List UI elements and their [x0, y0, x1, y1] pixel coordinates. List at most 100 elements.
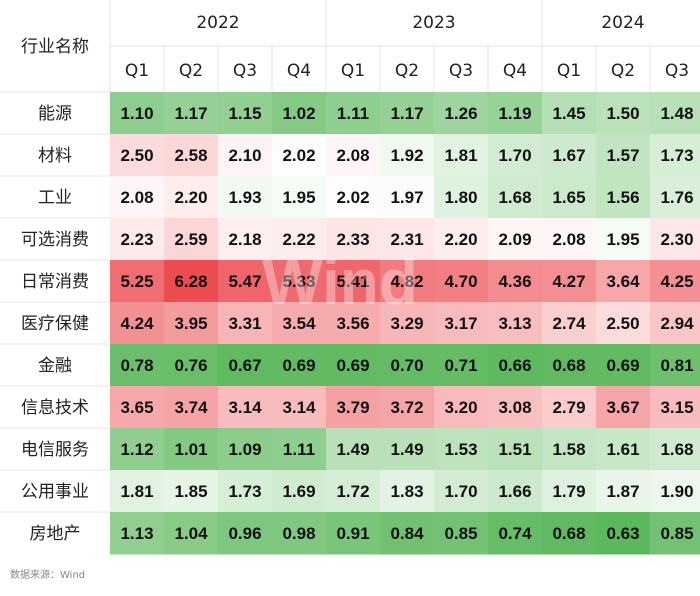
- cell-value: 2.58: [174, 146, 207, 165]
- cell-value: 2.94: [660, 314, 694, 333]
- cell-value: 3.56: [336, 314, 369, 333]
- cell-value: 1.49: [336, 440, 369, 459]
- heat-cell: [434, 512, 489, 555]
- quarter-header-2023-Q4: Q4: [503, 61, 527, 81]
- heat-cell: [164, 218, 219, 261]
- heat-cell: [596, 218, 651, 261]
- cell-value: 2.08: [336, 146, 369, 165]
- cell-value: 1.04: [174, 524, 208, 543]
- cell-value: 5.25: [120, 272, 153, 291]
- cell-value: 1.80: [444, 188, 477, 207]
- heat-cell: [542, 218, 597, 261]
- cell-value: 0.70: [390, 356, 423, 375]
- heat-cell: [380, 470, 435, 513]
- cell-value: 1.68: [498, 188, 531, 207]
- cell-value: 5.33: [282, 272, 315, 291]
- cell-value: 0.96: [228, 524, 261, 543]
- heat-cell: [650, 134, 700, 177]
- heat-cell: [650, 218, 700, 261]
- cell-value: 1.12: [120, 440, 153, 459]
- cell-value: 1.66: [498, 482, 531, 501]
- cell-value: 3.08: [498, 398, 531, 417]
- heat-cell: [326, 428, 381, 471]
- cell-value: 1.17: [174, 104, 207, 123]
- heat-cell: [596, 386, 651, 429]
- cell-value: 2.74: [552, 314, 586, 333]
- heat-cell: [488, 218, 543, 261]
- cell-value: 1.45: [552, 104, 585, 123]
- heat-cell: [218, 134, 273, 177]
- heat-cell: [326, 470, 381, 513]
- heat-cell: [596, 428, 651, 471]
- cell-value: 3.54: [282, 314, 316, 333]
- cell-value: 3.17: [444, 314, 477, 333]
- cell-value: 0.78: [120, 356, 153, 375]
- quarter-header-2023-Q1: Q1: [341, 61, 365, 81]
- heat-cell: [164, 386, 219, 429]
- heat-cell: [380, 134, 435, 177]
- quarter-header-2022-Q3: Q3: [233, 61, 257, 81]
- heat-cell: [272, 260, 327, 303]
- heat-cell: [326, 386, 381, 429]
- heat-cell: [434, 386, 489, 429]
- heat-cell: [110, 512, 165, 555]
- heat-cell: [596, 512, 651, 555]
- cell-value: 2.50: [120, 146, 153, 165]
- cell-value: 3.64: [606, 272, 640, 291]
- industry-label: 工业: [38, 188, 72, 208]
- cell-value: 1.09: [228, 440, 261, 459]
- cell-value: 1.85: [174, 482, 207, 501]
- heat-cell: [218, 302, 273, 345]
- heat-cell: [434, 134, 489, 177]
- heat-cell: [596, 344, 651, 387]
- cell-value: 3.72: [390, 398, 423, 417]
- cell-value: 3.65: [120, 398, 153, 417]
- cell-value: 0.69: [606, 356, 639, 375]
- heat-cell: [434, 428, 489, 471]
- heat-cell: [218, 470, 273, 513]
- heat-cell: [434, 302, 489, 345]
- heat-cell: [650, 92, 700, 135]
- cell-value: 1.95: [282, 188, 315, 207]
- heat-cell: [488, 428, 543, 471]
- heat-cell: [326, 344, 381, 387]
- industry-label: 公用事业: [21, 482, 89, 502]
- cell-value: 0.71: [444, 356, 477, 375]
- heat-cell: [488, 92, 543, 135]
- cell-value: 2.30: [660, 230, 693, 249]
- cell-value: 2.23: [120, 230, 153, 249]
- heat-cell: [272, 176, 327, 219]
- industry-label: 可选消费: [21, 230, 89, 250]
- cell-value: 3.14: [228, 398, 262, 417]
- heat-cell: [272, 344, 327, 387]
- cell-value: 1.81: [120, 482, 153, 501]
- heat-cell: [650, 386, 700, 429]
- heat-cell: [326, 134, 381, 177]
- cell-value: 2.33: [336, 230, 369, 249]
- cell-value: 3.20: [444, 398, 477, 417]
- heat-cell: [272, 428, 327, 471]
- heat-cell: [488, 512, 543, 555]
- industry-label: 信息技术: [21, 398, 89, 418]
- heat-cell: [488, 134, 543, 177]
- heat-cell: [218, 428, 273, 471]
- heat-cell: [110, 344, 165, 387]
- heat-cell: [380, 218, 435, 261]
- heat-cell: [596, 470, 651, 513]
- heat-cell: [542, 302, 597, 345]
- heat-cell: [650, 470, 700, 513]
- cell-value: 2.59: [174, 230, 207, 249]
- heat-cell: [164, 512, 219, 555]
- cell-value: 0.76: [174, 356, 207, 375]
- cell-value: 1.93: [228, 188, 261, 207]
- cell-value: 1.76: [660, 188, 693, 207]
- cell-value: 1.97: [390, 188, 423, 207]
- cell-value: 2.08: [120, 188, 153, 207]
- heat-cell: [542, 260, 597, 303]
- heat-cell: [380, 428, 435, 471]
- cell-value: 1.65: [552, 188, 585, 207]
- heat-cell: [380, 512, 435, 555]
- heat-cell: [110, 386, 165, 429]
- industry-label: 金融: [38, 356, 72, 376]
- cell-value: 3.67: [606, 398, 639, 417]
